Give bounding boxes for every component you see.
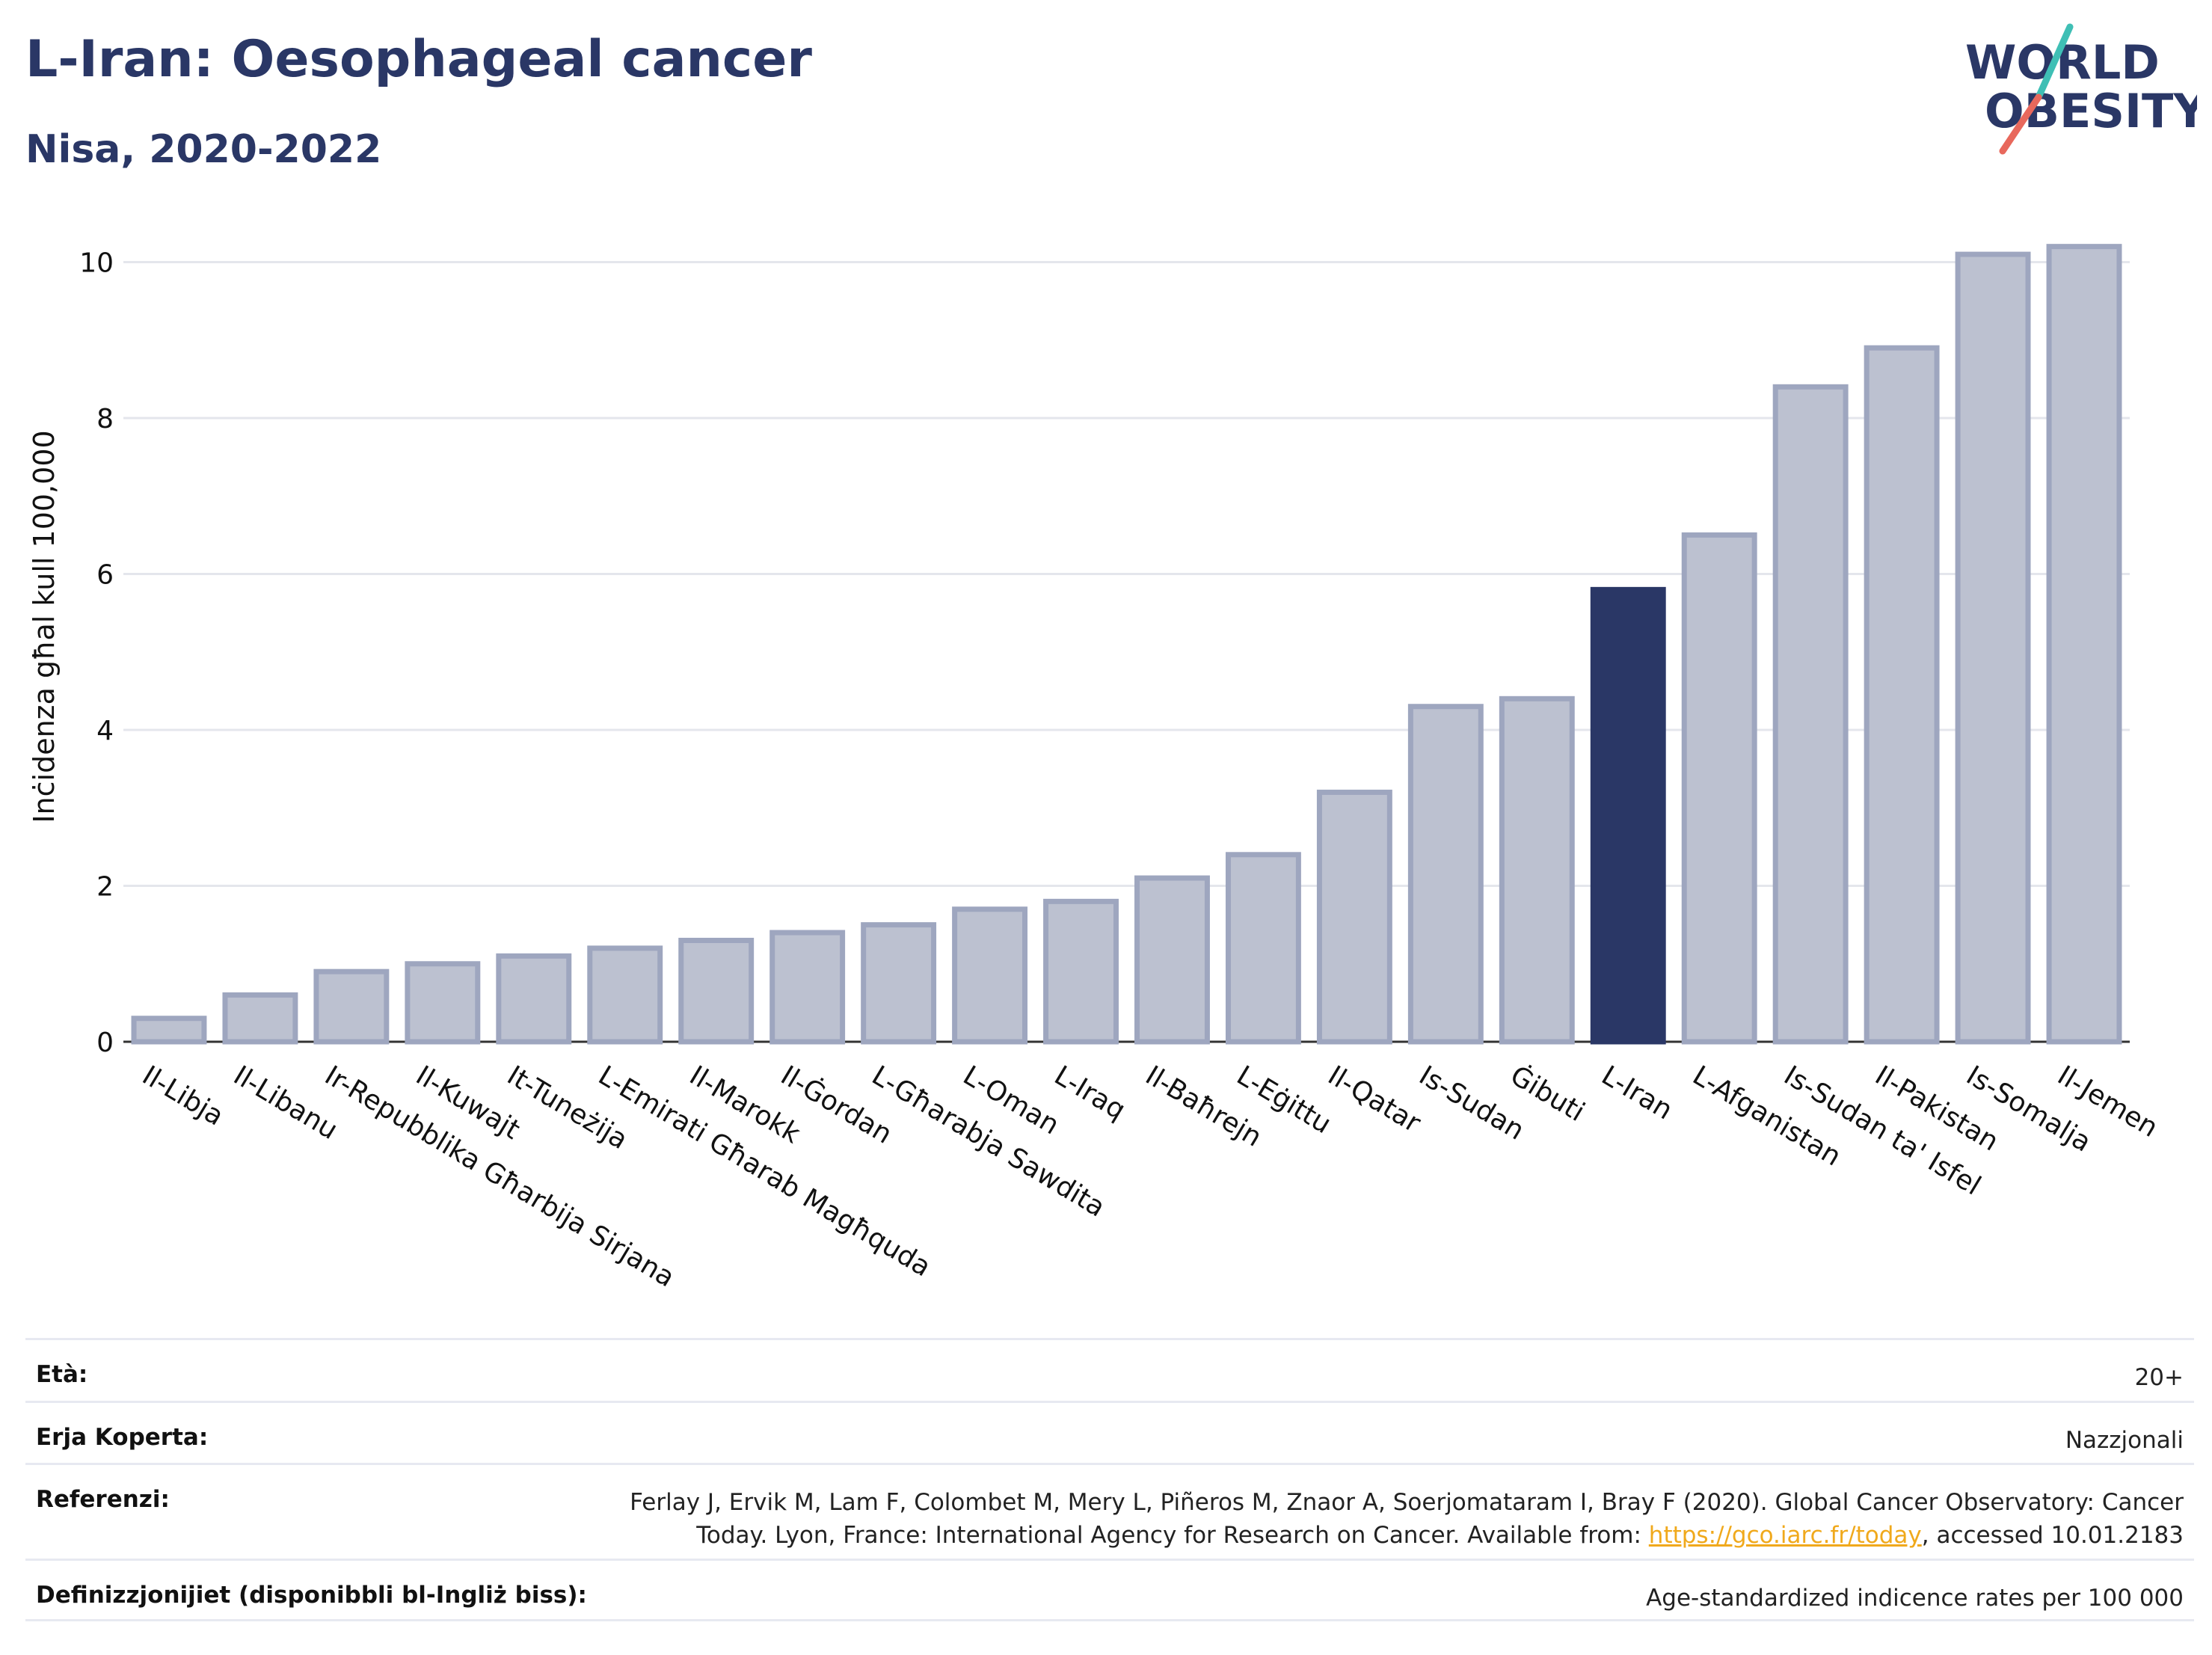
world-obesity-logo: WORLD OBESITY — [1965, 23, 2197, 155]
y-tick-label: 8 — [96, 404, 114, 435]
reference-line-2-start: Today. Lyon, France: International Agenc… — [696, 1522, 1649, 1549]
y-axis-label: Inċidenza għal kull 100,000 — [28, 430, 61, 823]
info-row-age: Età: 20+ — [25, 1338, 2194, 1401]
reference-line-2-end: , accessed 10.01.2183 — [1921, 1522, 2184, 1549]
age-label: Età: — [36, 1361, 88, 1388]
info-table: Età: 20+ Erja Koperta: Nazzjonali Refere… — [25, 1338, 2194, 1621]
x-tick-label: L-Iran — [1596, 1060, 1677, 1126]
logo-slash-teal — [2035, 23, 2074, 101]
bar-l-emirati-g-arab-mag-quda — [587, 945, 663, 1045]
bar-ir-repubblika-g-arbija-sirjana — [313, 968, 390, 1045]
y-tick-labels: 0 2 4 6 8 10 — [79, 248, 114, 1059]
bar-l-e-ittu — [1225, 852, 1301, 1045]
info-row-references: Referenzi: Ferlay J, Ervik M, Lam F, Col… — [25, 1463, 2194, 1559]
bar-is-somalja — [1955, 251, 2031, 1045]
references-label: Referenzi: — [36, 1486, 170, 1513]
x-tick-label: Il-Qatar — [1323, 1060, 1426, 1139]
info-row-area: Erja Koperta: Nazzjonali — [25, 1401, 2194, 1463]
bar-il-marokk — [678, 937, 755, 1045]
bars — [131, 244, 2122, 1045]
logo-slash-red — [1999, 93, 2042, 155]
reference-line-1: Ferlay J, Ervik M, Lam F, Colombet M, Me… — [630, 1489, 2184, 1516]
bar-il-pakistan — [1864, 345, 1940, 1045]
info-row-definitions: Definizzjonijiet (disponibbli bl-Ingliż … — [25, 1559, 2194, 1621]
y-tick-label: 4 — [96, 716, 114, 746]
bar-l-oman — [952, 906, 1028, 1045]
y-tick-label: 0 — [96, 1028, 114, 1058]
age-value: 20+ — [2134, 1364, 2184, 1391]
y-tick-label: 6 — [96, 560, 114, 591]
bar-il-ba-rejn — [1134, 875, 1210, 1045]
chart-subtitle: Nisa, 2020-2022 — [25, 127, 382, 172]
bar-l-g-arabja-sawdita — [861, 922, 937, 1045]
bar-is-sudan-ta-isfel — [1772, 384, 1849, 1045]
bar-it-tune-ija — [496, 953, 572, 1045]
bar-il-kuwajt — [405, 961, 481, 1045]
x-tick-label: Il-Libanu — [228, 1060, 342, 1146]
bar-l-iran — [1590, 586, 1666, 1045]
x-tick-label: Il-Libja — [137, 1060, 229, 1132]
x-tick-label: Is-Sudan — [1414, 1060, 1530, 1146]
references-value: Ferlay J, Ervik M, Lam F, Colombet M, Me… — [630, 1486, 2184, 1552]
y-tick-label: 10 — [79, 248, 114, 279]
chart-title: L-Iran: Oesophageal cancer — [25, 30, 812, 89]
bar-il-qatar — [1316, 789, 1392, 1045]
area-value: Nazzjonali — [2065, 1427, 2184, 1454]
bar-il-libanu — [222, 992, 298, 1045]
bar-is-sudan — [1407, 704, 1484, 1045]
area-label: Erja Koperta: — [36, 1424, 209, 1451]
bar-l-afganistan — [1681, 532, 1757, 1045]
bar-il-libja — [131, 1016, 207, 1045]
reference-link[interactable]: https://gco.iarc.fr/today — [1648, 1522, 1922, 1549]
definitions-label: Definizzjonijiet (disponibbli bl-Ingliż … — [36, 1582, 587, 1609]
bar-il-ordan — [769, 930, 846, 1045]
bar-ibuti — [1499, 696, 1575, 1045]
bar-il-jemen — [2046, 244, 2122, 1045]
definitions-value: Age-standardized indicence rates per 100… — [1646, 1585, 2184, 1612]
bar-l-iraq — [1043, 898, 1119, 1045]
y-tick-label: 2 — [96, 872, 114, 903]
